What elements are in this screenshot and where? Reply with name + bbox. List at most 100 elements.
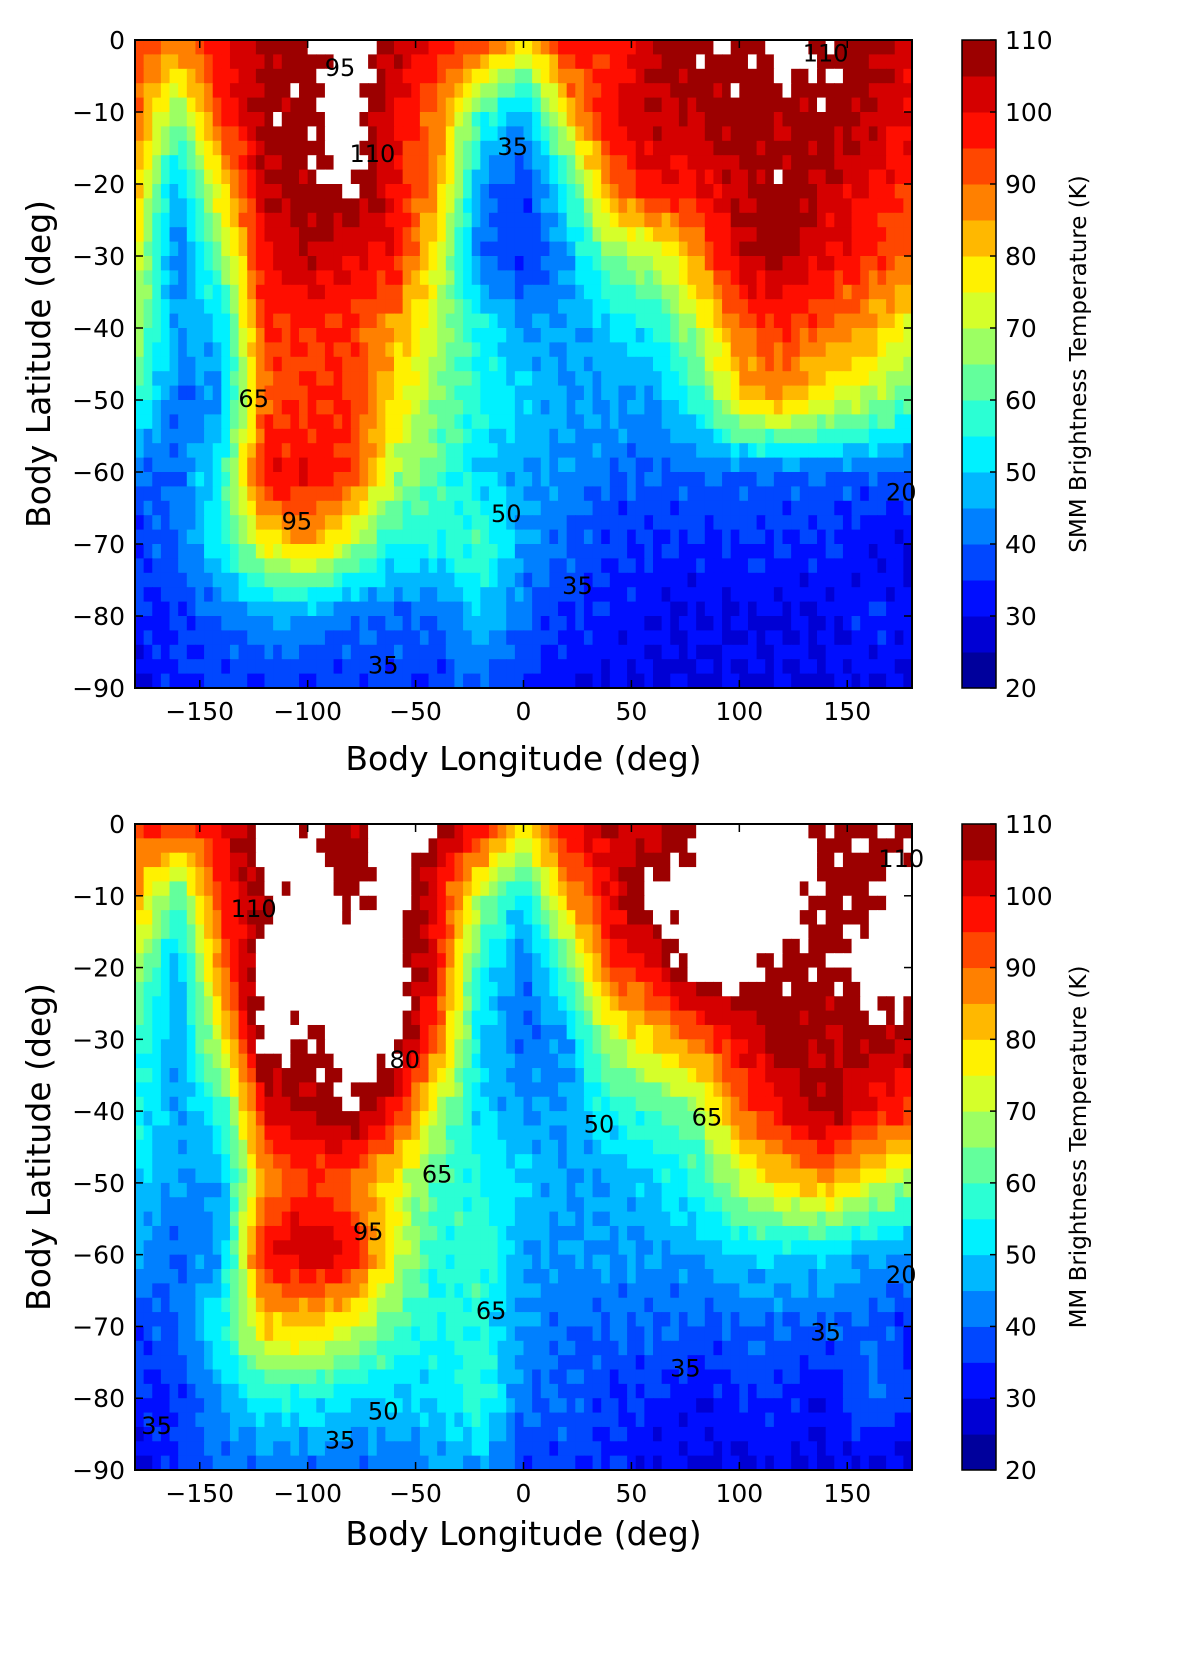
colorbar-band [962, 616, 996, 653]
contour-cell [135, 371, 144, 386]
contour-cell [757, 155, 766, 170]
contour-cell [152, 429, 161, 444]
contour-cell [791, 155, 800, 170]
contour-cell [204, 867, 213, 882]
contour-cell [679, 472, 688, 487]
contour-cell [204, 443, 213, 458]
contour-cell [618, 414, 627, 429]
contour-cell [454, 881, 463, 896]
contour-cell [549, 602, 558, 617]
contour-cell [817, 443, 826, 458]
contour-cell [895, 184, 904, 199]
contour-cell [230, 83, 239, 98]
contour-cell [601, 141, 610, 156]
contour-cell [204, 674, 213, 689]
contour-cell [877, 881, 886, 896]
contour-cell [877, 314, 886, 329]
contour-cell [886, 112, 895, 127]
contour-cell [299, 645, 308, 660]
contour-cell [817, 530, 826, 545]
contour-cell [791, 924, 800, 939]
contour-cell [498, 98, 507, 113]
contour-cell [454, 414, 463, 429]
contour-cell [713, 328, 722, 343]
contour-cell [834, 867, 843, 882]
contour-cell [498, 83, 507, 98]
contour-cell [480, 630, 489, 645]
contour-cell [731, 126, 740, 141]
contour-cell [713, 853, 722, 868]
contour-cell [325, 98, 334, 113]
contour-cell [774, 645, 783, 660]
contour-cell [359, 69, 368, 84]
contour-cell [368, 486, 377, 501]
contour-cell [308, 587, 317, 602]
contour-cell [489, 227, 498, 242]
contour-cell [299, 853, 308, 868]
contour-cell [480, 674, 489, 689]
contour-cell [860, 486, 869, 501]
contour-cell [834, 227, 843, 242]
contour-cell [593, 270, 602, 285]
contour-cell [446, 587, 455, 602]
contour-cell [299, 357, 308, 372]
contour-cell [204, 910, 213, 925]
contour-cell [731, 458, 740, 473]
contour-cell [187, 896, 196, 911]
contour-cell [679, 270, 688, 285]
contour-cell [420, 242, 429, 257]
contour-cell [178, 838, 187, 853]
contour-cell [230, 54, 239, 69]
contour-cell [308, 616, 317, 631]
contour-cell [532, 429, 541, 444]
contour-cell [368, 838, 377, 853]
contour-cell [178, 501, 187, 516]
contour-cell [247, 645, 256, 660]
contour-cell [308, 558, 317, 573]
contour-cell [472, 242, 481, 257]
contour-cell [670, 40, 679, 55]
contour-cell [265, 54, 274, 69]
contour-cell [161, 924, 170, 939]
contour-cell [610, 198, 619, 213]
contour-cell [748, 838, 757, 853]
contour-cell [800, 414, 809, 429]
contour-cell [679, 824, 688, 839]
contour-cell [679, 242, 688, 257]
contour-cell [869, 414, 878, 429]
contour-cell [195, 184, 204, 199]
contour-cell [420, 853, 429, 868]
contour-cell [135, 630, 144, 645]
contour-cell [783, 141, 792, 156]
contour-cell [826, 896, 835, 911]
contour-cell [601, 587, 610, 602]
contour-cell [342, 486, 351, 501]
contour-cell [679, 112, 688, 127]
contour-cell [627, 645, 636, 660]
contour-cell [506, 544, 515, 559]
contour-cell [584, 285, 593, 300]
contour-cell [204, 414, 213, 429]
contour-cell [644, 838, 653, 853]
contour-cell [506, 573, 515, 588]
contour-cell [886, 558, 895, 573]
contour-cell [480, 242, 489, 257]
contour-cell [549, 342, 558, 357]
contour-cell [506, 838, 515, 853]
contour-cell [584, 314, 593, 329]
contour-cell [334, 924, 343, 939]
contour-cell [636, 112, 645, 127]
contour-cell [170, 881, 179, 896]
contour-cell [385, 40, 394, 55]
contour-cell [187, 213, 196, 228]
contour-cell [144, 126, 153, 141]
contour-cell [774, 924, 783, 939]
contour-cell [221, 184, 230, 199]
contour-cell [834, 83, 843, 98]
contour-cell [308, 242, 317, 257]
contour-cell [549, 558, 558, 573]
contour-cell [506, 242, 515, 257]
contour-cell [454, 400, 463, 415]
contour-cell [273, 83, 282, 98]
